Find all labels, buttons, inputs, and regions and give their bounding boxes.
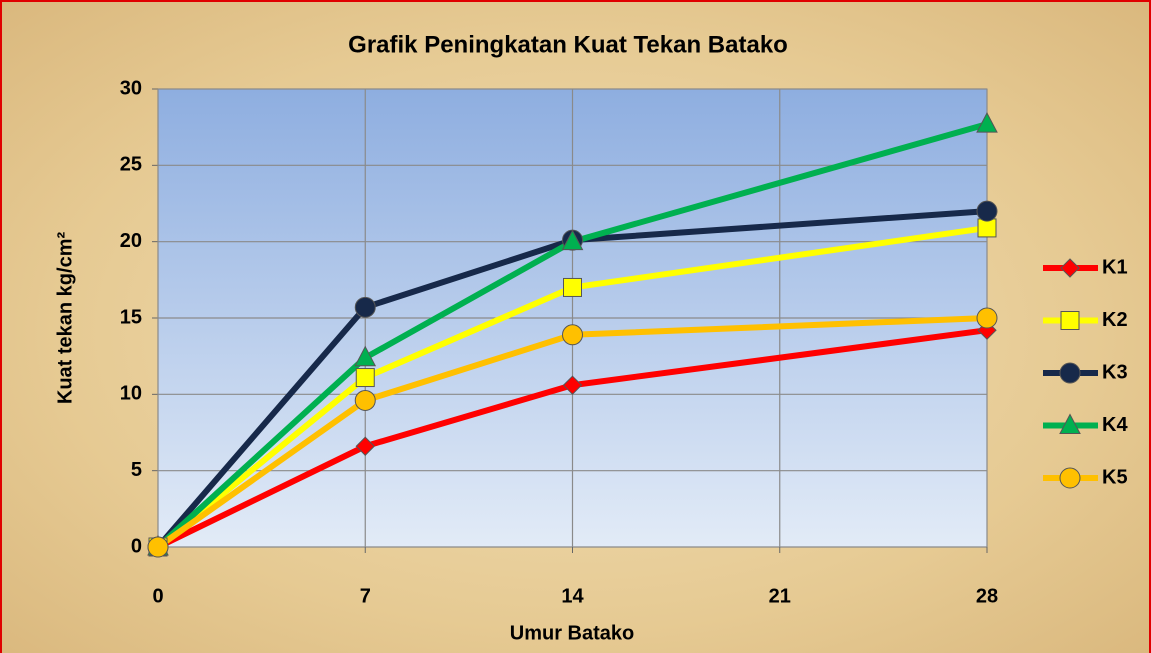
legend-label: K2: [1102, 309, 1128, 331]
data-point: [562, 375, 583, 395]
legend-label: K1: [1102, 256, 1128, 278]
x-tick-label: 14: [561, 585, 584, 607]
data-point: [355, 368, 375, 388]
legend-marker: [1059, 362, 1081, 384]
x-tick-label: 0: [152, 585, 163, 607]
y-tick-label: 5: [131, 459, 142, 481]
y-tick-label: 20: [120, 230, 142, 252]
data-point: [561, 229, 584, 251]
series-line: [155, 121, 988, 550]
y-tick-label: 15: [120, 306, 142, 328]
legend-label: K5: [1102, 466, 1128, 488]
x-tick-label: 7: [360, 585, 371, 607]
legend-marker: [1060, 311, 1080, 330]
x-tick-label: 28: [976, 585, 998, 607]
data-point: [147, 536, 169, 558]
series-line: [156, 327, 988, 550]
y-axis-label: Kuat tekan kg/cm²: [54, 232, 76, 405]
data-point: [562, 324, 583, 346]
data-point: [354, 389, 376, 411]
series-line: [156, 315, 988, 550]
data-point: [563, 277, 582, 297]
data-point: [976, 112, 998, 133]
data-point: [355, 436, 375, 456]
legend-label: K4: [1102, 414, 1128, 436]
data-point: [976, 200, 998, 222]
x-axis-label: Umur Batako: [510, 622, 634, 644]
y-tick-label: 30: [120, 77, 142, 99]
chart-title: Grafik Peningkatan Kuat Tekan Batako: [348, 31, 788, 58]
y-tick-label: 10: [120, 383, 142, 405]
legend-marker: [1059, 467, 1081, 489]
data-point: [976, 307, 998, 329]
data-point: [354, 296, 376, 318]
data-point: [354, 345, 377, 367]
y-tick-label: 25: [120, 154, 142, 176]
x-tick-label: 21: [769, 585, 791, 607]
legend-label: K3: [1102, 361, 1128, 383]
series-line: [156, 224, 988, 550]
legend-marker: [1060, 258, 1080, 278]
y-tick-label: 0: [131, 535, 142, 557]
series-line: [155, 208, 988, 549]
legend-marker: [1059, 413, 1081, 434]
